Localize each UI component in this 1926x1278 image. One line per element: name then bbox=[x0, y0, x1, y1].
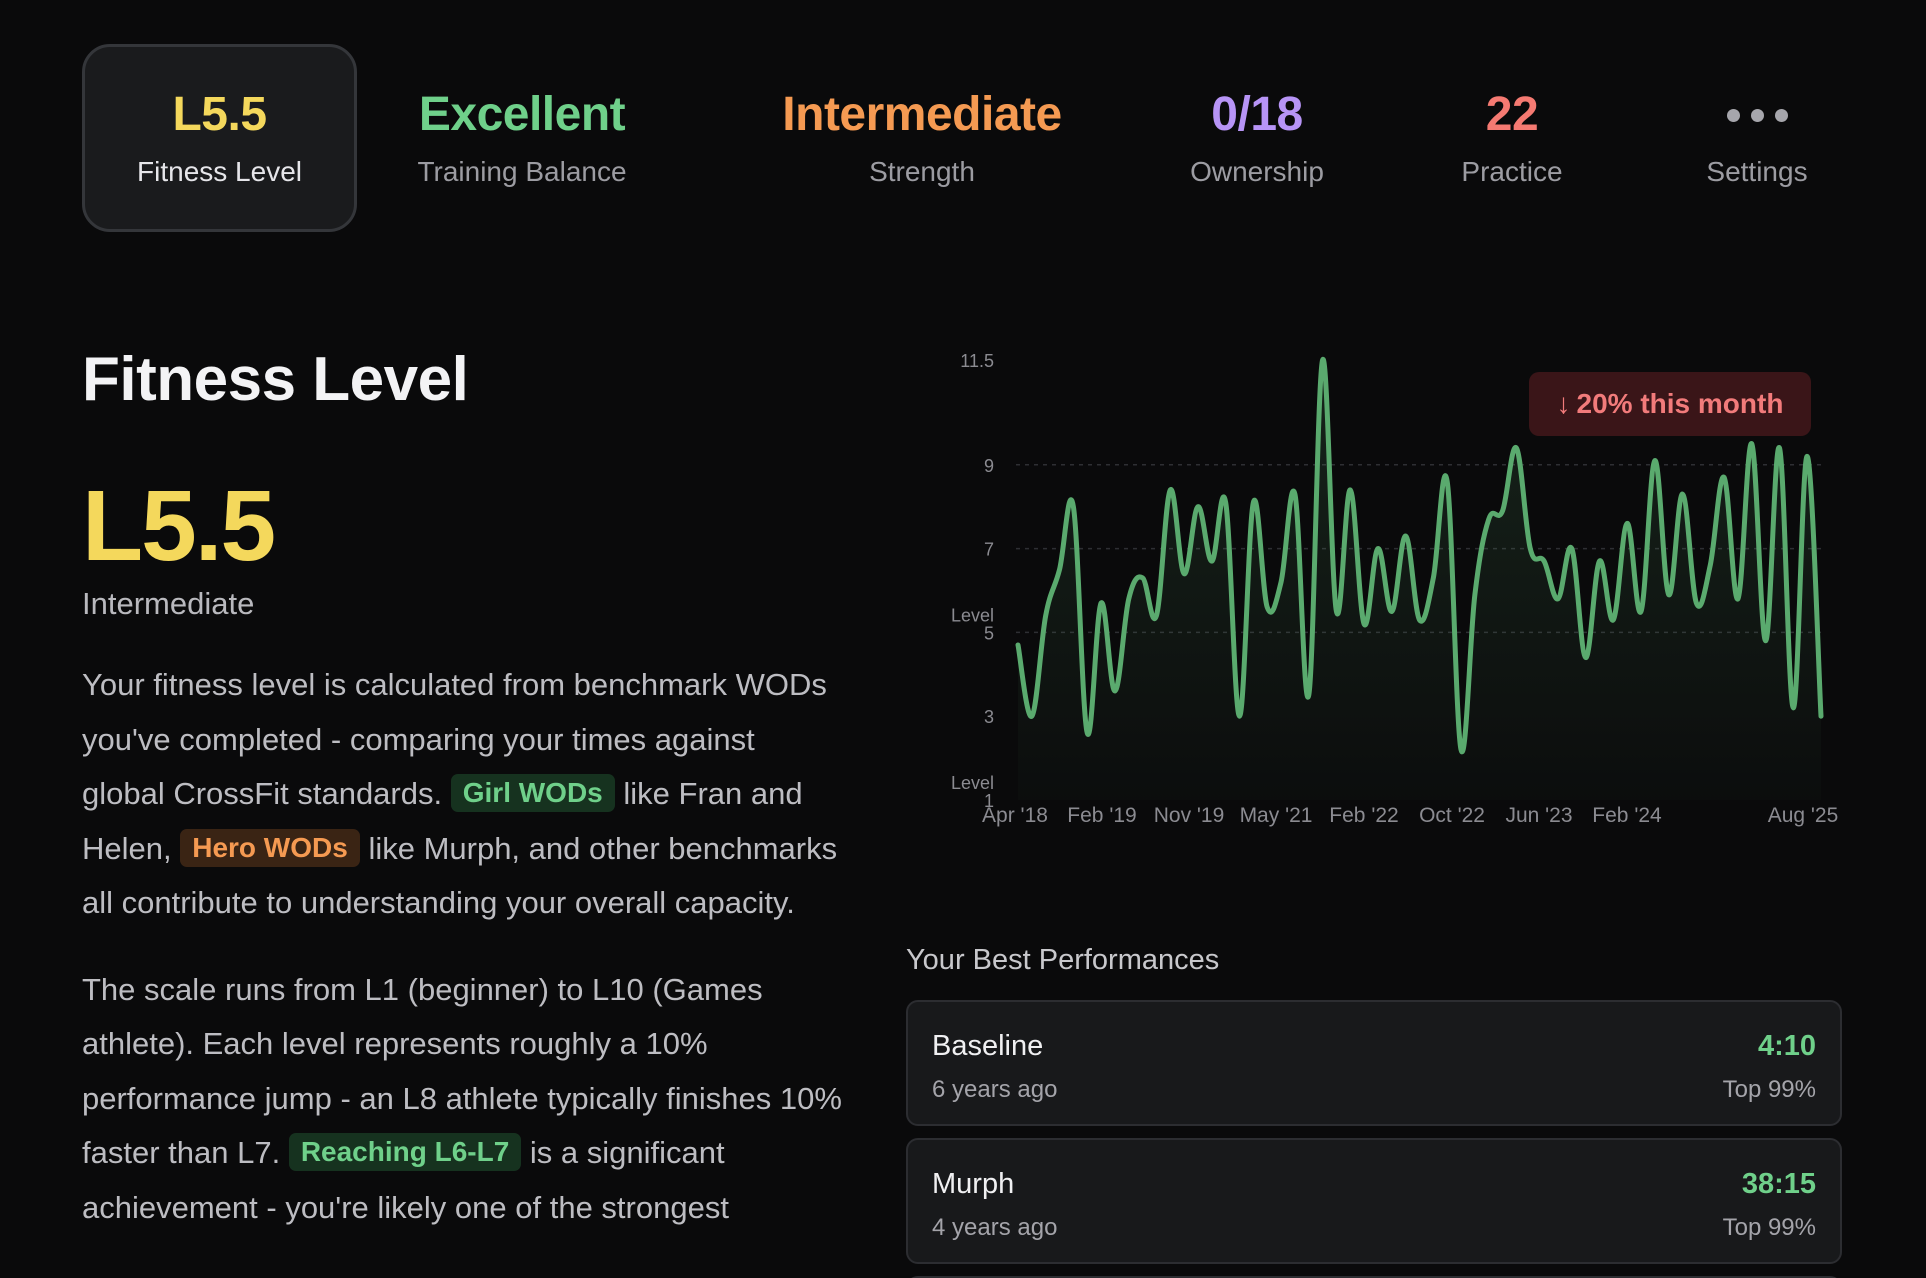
tab-value: Excellent bbox=[418, 88, 626, 141]
best-performances: Your Best Performances Baseline 6 years … bbox=[906, 940, 1842, 1278]
tab-training-balance[interactable]: Excellent Training Balance bbox=[407, 44, 637, 232]
tab-label: Strength bbox=[869, 156, 975, 187]
tab-label: Ownership bbox=[1190, 156, 1324, 187]
stat-tabs: L5.5 Fitness Level Excellent Training Ba… bbox=[82, 44, 1872, 234]
tab-practice[interactable]: 22 Practice bbox=[1427, 44, 1597, 232]
more-dots-icon bbox=[1726, 87, 1788, 143]
tab-label: Settings bbox=[1706, 156, 1808, 187]
paragraph-text: like Murph, and other benchmarks all con… bbox=[82, 830, 838, 921]
x-tick-label: May '21 bbox=[1240, 804, 1313, 827]
tab-label: Training Balance bbox=[417, 156, 627, 187]
series-area bbox=[1018, 359, 1821, 800]
y-axis-label: Level bbox=[951, 605, 994, 625]
section-title: Fitness Level bbox=[82, 345, 469, 414]
fitness-level-section: Fitness Level L5.5 Intermediate Your fit… bbox=[82, 340, 842, 1235]
performances-title: Your Best Performances bbox=[906, 944, 1220, 976]
tab-fitness-level[interactable]: L5.5 Fitness Level bbox=[82, 44, 357, 232]
x-tick-label: Feb '19 bbox=[1067, 804, 1136, 827]
paragraph-text: like Fran and Helen, bbox=[82, 776, 803, 866]
workout-date: 6 years ago bbox=[932, 1076, 1058, 1103]
tab-value: 0/18 bbox=[1211, 88, 1303, 141]
tab-value: Intermediate bbox=[782, 88, 1062, 141]
workout-time: 4:10 bbox=[1757, 1030, 1816, 1062]
y-tick-label: 1 bbox=[984, 791, 994, 811]
tab-label: Fitness Level bbox=[137, 156, 302, 187]
paragraph-text: The scale runs from L1 (beginner) to L10… bbox=[82, 971, 842, 1171]
trend-text: 20% this month bbox=[1576, 388, 1784, 419]
girl-wods-tag[interactable]: Girl WODs bbox=[450, 774, 615, 812]
fitness-level-chart: 11.5 9 7 5 3 1 Level Level Apr '18 Feb '19 Nov '19… bbox=[930, 340, 1850, 840]
y-tick-label: 7 bbox=[984, 540, 994, 560]
workout-rank: Top 99% bbox=[1722, 1076, 1816, 1103]
tab-settings[interactable]: Settings bbox=[1672, 44, 1842, 232]
x-tick-label: Apr '18 bbox=[982, 804, 1048, 827]
x-tick-label: Feb '22 bbox=[1329, 804, 1398, 827]
workout-time: 38:15 bbox=[1741, 1168, 1816, 1200]
workout-name: Baseline bbox=[932, 1030, 1044, 1062]
tab-label: Practice bbox=[1461, 156, 1563, 187]
paragraph-text: is a significant achievement - you're li… bbox=[82, 1135, 729, 1225]
workout-name: Murph bbox=[932, 1168, 1015, 1200]
tab-ownership[interactable]: 0/18 Ownership bbox=[1157, 44, 1357, 232]
y-tick-label: 11.5 bbox=[960, 351, 994, 371]
hero-wods-tag[interactable]: Hero WODs bbox=[180, 828, 360, 867]
y-tick-label: 5 bbox=[984, 623, 994, 643]
reaching-level-tag[interactable]: Reaching L6-L7 bbox=[288, 1133, 522, 1171]
x-tick-label: Oct '22 bbox=[1419, 804, 1485, 827]
x-tick-label: Feb '24 bbox=[1592, 804, 1662, 827]
description-paragraph: Your fitness level is calculated from be… bbox=[82, 658, 842, 931]
workout-rank: Top 99% bbox=[1722, 1214, 1816, 1241]
trend-badge: ↓ 20% this month bbox=[1529, 372, 1811, 436]
series-line bbox=[1015, 357, 1824, 755]
y-tick-label: 9 bbox=[984, 456, 994, 476]
performance-card[interactable]: Baseline 6 years ago 4:10 Top 99% bbox=[906, 1000, 1842, 1126]
workout-date: 4 years ago bbox=[932, 1214, 1058, 1241]
y-tick-label: 3 bbox=[984, 707, 994, 727]
level-name: Intermediate bbox=[82, 586, 255, 621]
tab-value: 22 bbox=[1485, 88, 1539, 141]
x-tick-label: Jun '23 bbox=[1505, 804, 1572, 827]
tab-value: L5.5 bbox=[172, 88, 267, 141]
scale-paragraph: The scale runs from L1 (beginner) to L10… bbox=[82, 963, 842, 1236]
y-axis-label: Level bbox=[951, 773, 994, 793]
arrow-down-icon: ↓ bbox=[1556, 388, 1571, 419]
x-tick-label: Aug '25 bbox=[1768, 804, 1839, 827]
current-level: L5.5 bbox=[82, 470, 276, 582]
x-tick-label: Nov '19 bbox=[1154, 804, 1225, 827]
tab-strength[interactable]: Intermediate Strength bbox=[762, 44, 1082, 232]
performance-card[interactable]: Murph 4 years ago 38:15 Top 99% bbox=[906, 1138, 1842, 1264]
paragraph-text: Your fitness level is calculated from be… bbox=[82, 667, 827, 811]
